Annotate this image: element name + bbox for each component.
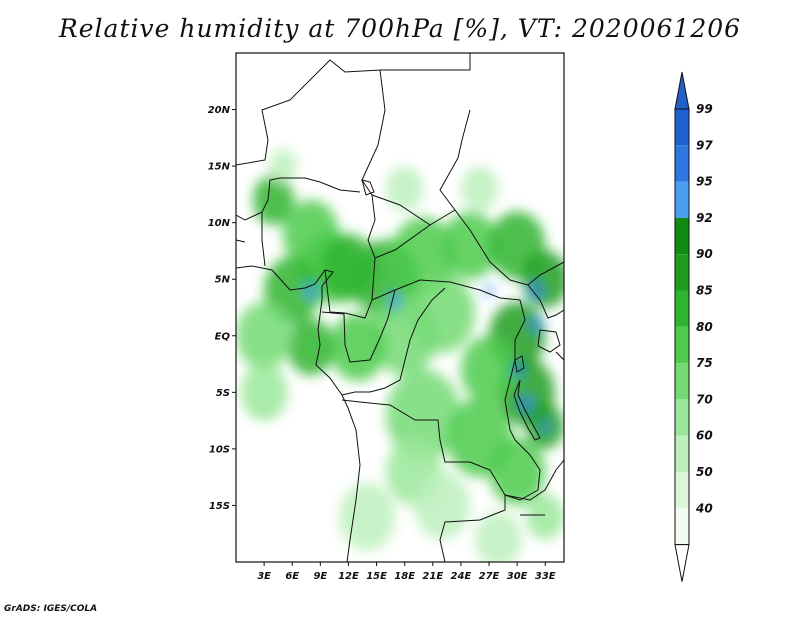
humidity-blob: [414, 471, 471, 540]
lat-tick-label: 5S: [216, 388, 230, 399]
border-gabon-congo: [321, 289, 396, 363]
humidity-blob: [460, 335, 518, 404]
border-west-nigeria: [236, 177, 361, 221]
humidity-blob: [460, 166, 499, 212]
border-zambia: [504, 459, 564, 516]
border-cameroon: [324, 269, 373, 319]
humidity-blob: [526, 494, 564, 540]
border-angola: [341, 399, 506, 562]
colorbar-swatch: [675, 145, 689, 182]
humidity-blob: [489, 437, 546, 506]
lat-tick-label: 20N: [208, 105, 231, 116]
grads-credit: GrADS: IGES/COLA: [4, 604, 98, 614]
colorbar-top-arrow: [674, 71, 690, 110]
colorbar-label: 40: [695, 501, 713, 515]
borders: [236, 53, 564, 562]
lon-tick-label: 33E: [535, 571, 556, 582]
border-drc-east: [504, 299, 541, 501]
humidity-blob: [240, 364, 288, 421]
border-car: [371, 209, 521, 301]
border-chad-south: [371, 194, 431, 226]
colorbar-label: 90: [696, 247, 713, 261]
humidity-blob: [304, 282, 318, 299]
lon-tick-label: 27E: [479, 571, 500, 582]
humidity-blob: [252, 175, 295, 225]
lake-victoria: [537, 329, 561, 353]
humidity-blob: [385, 166, 424, 212]
border-north-2: [361, 69, 386, 259]
humidity-blob: [519, 395, 534, 412]
map-figure: 20N 15N 10N 5N EQ 5S 10S 15S 3E 6E 9E 12E 15E 18E 21E…: [208, 52, 713, 582]
colorbar: 99 97 95 92 90 85 80 75 70 60 50 40: [674, 71, 713, 582]
lat-tick-label: 5N: [215, 275, 231, 286]
humidity-blob: [511, 362, 523, 377]
humidity-blob: [287, 318, 335, 376]
border-benin: [236, 212, 266, 267]
colorbar-label: 85: [696, 284, 713, 298]
humidity-blob: [329, 313, 386, 382]
colorbar-label: 50: [696, 465, 713, 479]
colorbar-label: 75: [696, 356, 713, 370]
lon-tick-label: 3E: [257, 571, 271, 582]
humidity-blob: [385, 369, 461, 461]
lon-tick-label: 30E: [507, 571, 528, 582]
colorbar-label: 92: [696, 211, 713, 225]
colorbar-label: 95: [696, 175, 713, 189]
lat-tick-label: 10N: [208, 218, 231, 229]
colorbar-swatch: [675, 363, 689, 400]
map-frame: [235, 52, 565, 563]
lon-tick-label: 21E: [422, 571, 443, 582]
colorbar-swatch: [675, 217, 689, 255]
colorbar-label: 97: [696, 138, 713, 152]
lon-axis: 3E 6E 9E 12E 15E 18E 21E 24E 27E 30E 33E: [257, 562, 556, 582]
map-title: Relative humidity at 700hPa [%], VT: 202…: [58, 14, 742, 43]
colorbar-bottom-arrow: [674, 544, 690, 582]
colorbar-swatch: [675, 472, 689, 509]
colorbar-label: 70: [696, 392, 713, 406]
humidity-blob: [540, 420, 550, 432]
colorbar-swatch: [675, 109, 689, 146]
humidity-blob: [268, 149, 297, 184]
colorbar-swatch: [675, 181, 689, 218]
border-east-sudan: [439, 109, 564, 286]
colorbar-swatch: [675, 435, 689, 472]
colorbar-swatch: [675, 399, 689, 436]
lon-tick-label: 24E: [451, 571, 472, 582]
lat-tick-label: 15N: [208, 162, 231, 173]
humidity-blob: [474, 511, 522, 562]
lon-tick-label: 18E: [394, 571, 415, 582]
colorbar-swatch: [675, 508, 689, 545]
humidity-blob: [484, 284, 494, 297]
humidity-blob: [339, 482, 396, 551]
colorbar-swatch: [675, 326, 689, 364]
humidity-blob: [442, 211, 499, 280]
border-drc-west: [341, 287, 446, 396]
colorbar-label: 60: [696, 429, 713, 443]
humidity-blob: [530, 317, 542, 332]
humidity-blob: [388, 293, 402, 310]
colorbar-label: 80: [696, 320, 713, 334]
colorbar-label: 99: [696, 102, 713, 116]
lat-axis: 20N 15N 10N 5N EQ 5S 10S 15S: [208, 105, 236, 512]
humidity-field: [236, 53, 564, 562]
lake-tanganyika: [513, 379, 541, 441]
border-east-africa: [527, 284, 564, 361]
lake-albert: [514, 355, 525, 373]
humidity-blob: [529, 282, 543, 299]
humidity-blob: [521, 250, 564, 308]
coastline: [236, 265, 361, 562]
lat-tick-label: 15S: [209, 501, 230, 512]
lon-tick-label: 9E: [313, 571, 327, 582]
humidity-blob: [236, 301, 293, 370]
lon-tick-label: 15E: [366, 571, 387, 582]
lake-chad: [361, 179, 375, 196]
lon-tick-label: 12E: [338, 571, 359, 582]
colorbar-swatch: [675, 290, 689, 327]
lat-tick-label: 10S: [209, 444, 230, 455]
lat-tick-label: EQ: [215, 331, 231, 342]
colorbar-swatch: [675, 254, 689, 291]
border-north-1: [236, 53, 471, 166]
lon-tick-label: 6E: [285, 571, 299, 582]
